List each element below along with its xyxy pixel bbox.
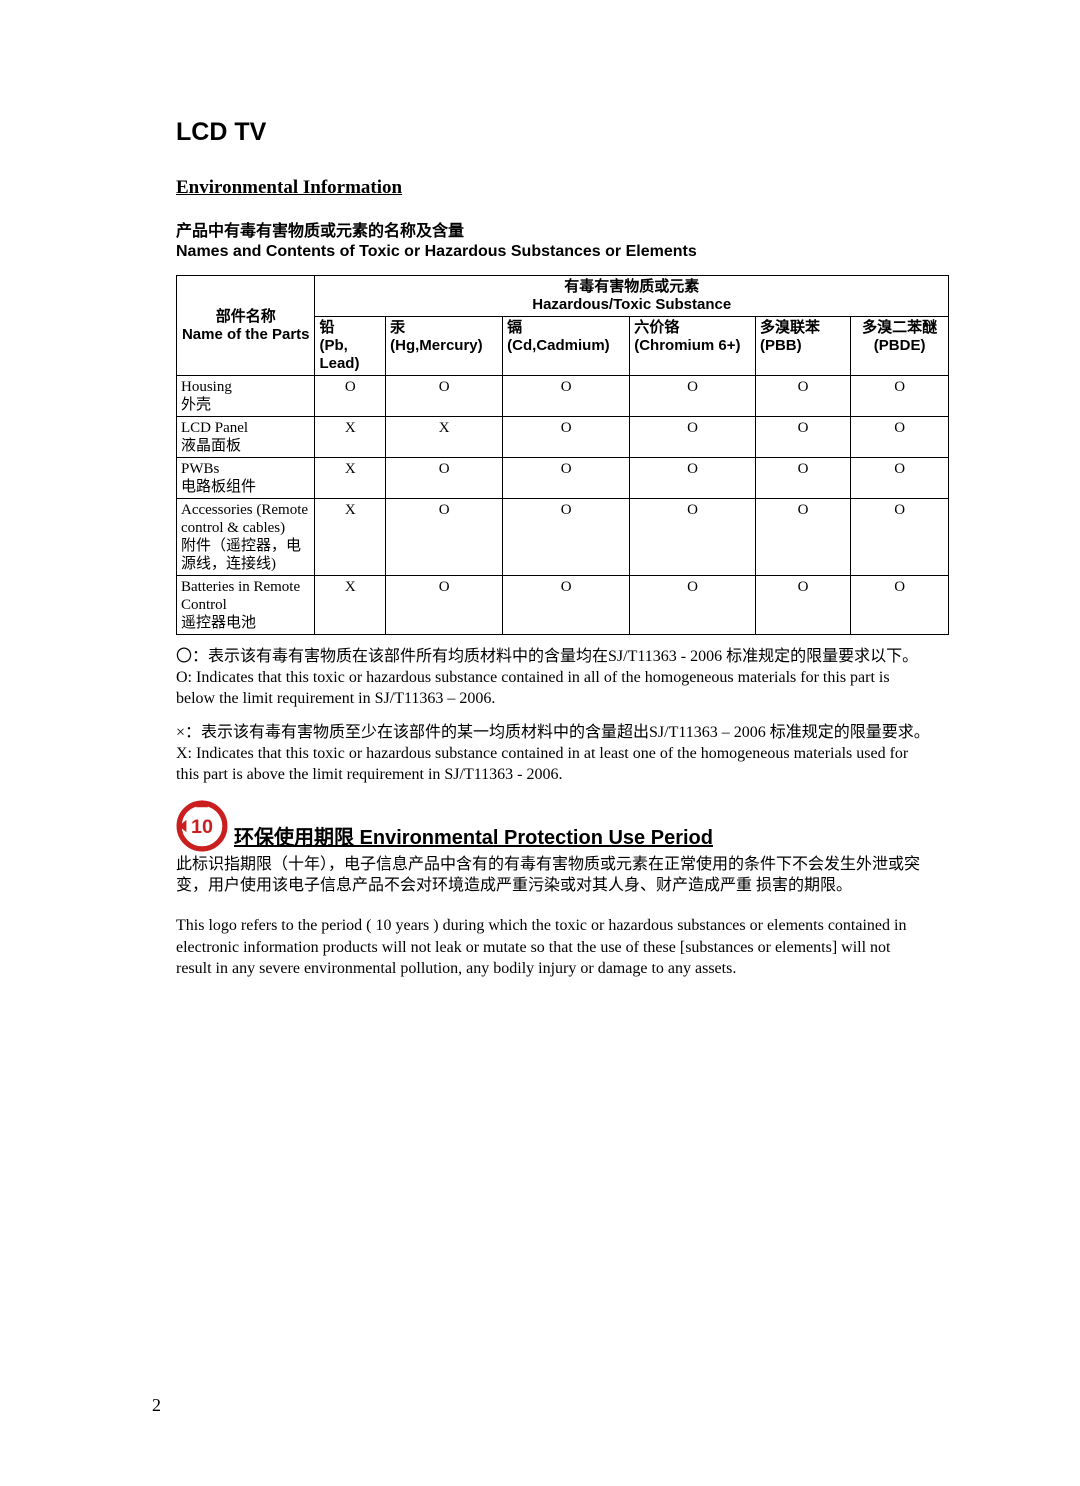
- cell: O: [386, 499, 503, 576]
- part-cn: 附件（遥控器，电源线，连接线): [181, 538, 301, 572]
- table-row: Housing 外壳 O O O O O O: [177, 376, 949, 417]
- cell: O: [503, 458, 630, 499]
- epup-paragraph-en: This logo refers to the period ( 10 year…: [176, 915, 930, 980]
- epup-paragraph-cn: 此标识指期限（十年），电子信息产品中含有的有毒有害物质或元素在正常使用的条件下不…: [176, 854, 930, 897]
- part-en: LCD Panel: [181, 420, 248, 436]
- cell: O: [851, 417, 949, 458]
- part-cn: 外壳: [181, 397, 211, 413]
- col-en: (Pb, Lead): [319, 337, 359, 372]
- parts-header-en: Name of the Parts: [182, 326, 310, 343]
- cell: O: [630, 576, 756, 635]
- note-o-en: O: Indicates that this toxic or hazardou…: [176, 669, 890, 707]
- part-en: Batteries in Remote Control: [181, 579, 300, 613]
- col-en: (Hg,Mercury): [390, 337, 483, 354]
- cell: X: [315, 458, 386, 499]
- note-o-cn: 〇：表示该有毒有害物质在该部件所有均质材料中的含量均在SJ/T11363 - 2…: [176, 648, 918, 665]
- cell: O: [755, 417, 850, 458]
- group-header-cn: 有毒有害物质或元素: [564, 278, 699, 295]
- subtitle-en: Names and Contents of Toxic or Hazardous…: [176, 243, 930, 261]
- epup-title: 环保使用期限 Environmental Protection Use Peri…: [234, 821, 713, 852]
- col-en: (Cd,Cadmium): [507, 337, 610, 354]
- col-header: 铅(Pb, Lead): [315, 317, 386, 376]
- part-cn: 遥控器电池: [181, 615, 256, 631]
- cell: O: [386, 458, 503, 499]
- part-en: Accessories (Remote control & cables): [181, 502, 308, 536]
- part-en: Housing: [181, 379, 232, 395]
- cell: X: [315, 417, 386, 458]
- table-row: PWBs 电路板组件 X O O O O O: [177, 458, 949, 499]
- part-name: PWBs 电路板组件: [177, 458, 315, 499]
- col-header: 多溴二苯醚(PBDE): [851, 317, 949, 376]
- cell: O: [503, 417, 630, 458]
- col-cn: 汞: [390, 319, 405, 336]
- cell: O: [630, 458, 756, 499]
- col-en: (PBDE): [874, 337, 926, 354]
- part-name: Accessories (Remote control & cables)附件（…: [177, 499, 315, 576]
- parts-header: 部件名称 Name of the Parts: [177, 276, 315, 376]
- cell: O: [503, 376, 630, 417]
- col-cn: 多溴联苯: [760, 319, 820, 336]
- part-cn: 液晶面板: [181, 438, 241, 454]
- cell: X: [315, 499, 386, 576]
- subtitle-cn: 产品中有毒有害物质或元素的名称及含量: [176, 217, 930, 241]
- cell: O: [755, 576, 850, 635]
- cell: O: [630, 499, 756, 576]
- col-en: (Chromium 6+): [634, 337, 740, 354]
- cell: O: [630, 417, 756, 458]
- col-en: (PBB): [760, 337, 802, 354]
- note-x-en: X: Indicates that this toxic or hazardou…: [176, 745, 908, 783]
- epup-heading-row: 10 环保使用期限 Environmental Protection Use P…: [176, 800, 930, 852]
- part-name: Housing 外壳: [177, 376, 315, 417]
- part-name: LCD Panel 液晶面板: [177, 417, 315, 458]
- epup-logo-icon: 10: [176, 800, 228, 852]
- cell: O: [386, 376, 503, 417]
- section-heading: Environmental Information: [176, 177, 930, 199]
- cell: X: [315, 576, 386, 635]
- cell: O: [851, 576, 949, 635]
- cell: O: [755, 458, 850, 499]
- part-cn: 电路板组件: [181, 479, 256, 495]
- part-name: Batteries in Remote Control 遥控器电池: [177, 576, 315, 635]
- group-header: 有毒有害物质或元素 Hazardous/Toxic Substance: [315, 276, 949, 317]
- cell: O: [315, 376, 386, 417]
- page-title: LCD TV: [176, 118, 930, 147]
- cell: O: [851, 458, 949, 499]
- col-cn: 铅: [319, 319, 334, 336]
- page-number: 2: [152, 1395, 161, 1416]
- col-header: 汞(Hg,Mercury): [386, 317, 503, 376]
- part-en: PWBs: [181, 461, 219, 477]
- group-header-en: Hazardous/Toxic Substance: [532, 296, 731, 313]
- col-cn: 镉: [507, 319, 522, 336]
- cell: O: [851, 499, 949, 576]
- cell: O: [851, 376, 949, 417]
- table-row: Batteries in Remote Control 遥控器电池 X O O O…: [177, 576, 949, 635]
- table-row: LCD Panel 液晶面板 X X O O O O: [177, 417, 949, 458]
- cell: O: [755, 376, 850, 417]
- note-x-cn: ×：表示该有毒有害物质至少在该部件的某一均质材料中的含量超出SJ/T11363 …: [176, 724, 930, 741]
- document-page: LCD TV Environmental Information 产品中有毒有害…: [0, 0, 1080, 1486]
- cell: X: [386, 417, 503, 458]
- table-row: Accessories (Remote control & cables)附件（…: [177, 499, 949, 576]
- col-cn: 多溴二苯醚: [862, 319, 937, 336]
- parts-header-cn: 部件名称: [216, 308, 276, 325]
- col-header: 六价铬(Chromium 6+): [630, 317, 756, 376]
- cell: O: [386, 576, 503, 635]
- cell: O: [503, 499, 630, 576]
- table-header-row: 部件名称 Name of the Parts 有毒有害物质或元素 Hazardo…: [177, 276, 949, 317]
- col-cn: 六价铬: [634, 319, 679, 336]
- cell: O: [630, 376, 756, 417]
- cell: O: [755, 499, 850, 576]
- svg-text:10: 10: [191, 816, 213, 838]
- col-header: 多溴联苯(PBB): [755, 317, 850, 376]
- hazardous-substances-table: 部件名称 Name of the Parts 有毒有害物质或元素 Hazardo…: [176, 275, 949, 635]
- cell: O: [503, 576, 630, 635]
- legend-notes: 〇：表示该有毒有害物质在该部件所有均质材料中的含量均在SJ/T11363 - 2…: [176, 647, 930, 786]
- col-header: 镉(Cd,Cadmium): [503, 317, 630, 376]
